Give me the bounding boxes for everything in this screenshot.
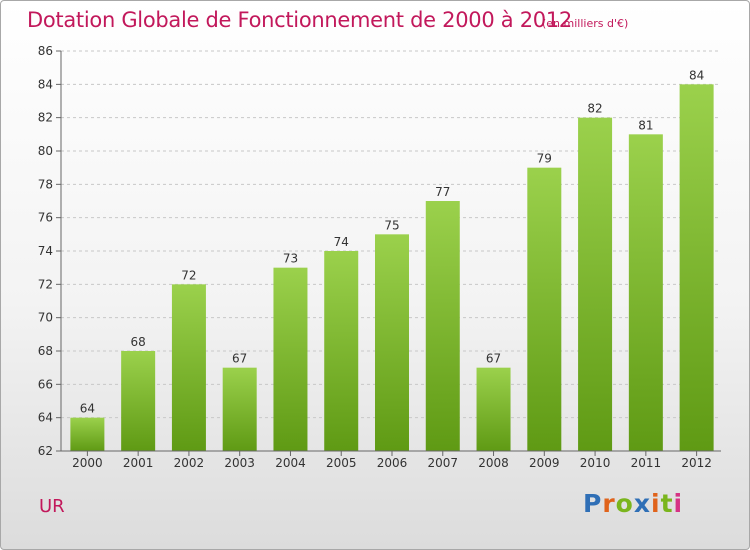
data-label: 67 bbox=[486, 352, 501, 366]
logo-letter: i bbox=[651, 489, 661, 518]
data-label: 77 bbox=[435, 185, 450, 199]
logo-letter: x bbox=[633, 489, 651, 518]
logo-letter: i bbox=[673, 489, 684, 518]
bar bbox=[171, 284, 206, 451]
x-tick-label: 2000 bbox=[72, 456, 103, 470]
x-tick-label: 2011 bbox=[631, 456, 662, 470]
data-label: 64 bbox=[80, 402, 95, 416]
bars bbox=[70, 84, 714, 452]
y-tick-label: 64 bbox=[38, 411, 53, 425]
data-label: 73 bbox=[283, 252, 298, 266]
bar bbox=[476, 367, 511, 451]
bar bbox=[578, 117, 613, 452]
chart-unit: (en milliers d'€) bbox=[542, 17, 629, 30]
x-tick-label: 2002 bbox=[174, 456, 205, 470]
logo-letter: P bbox=[583, 489, 603, 518]
x-tick-label: 2003 bbox=[224, 456, 255, 470]
bar bbox=[70, 417, 105, 451]
data-label: 74 bbox=[334, 235, 349, 249]
y-tick-label: 82 bbox=[38, 111, 53, 125]
bar bbox=[273, 267, 308, 451]
y-tick-label: 76 bbox=[38, 211, 53, 225]
logo-letter: t bbox=[660, 489, 674, 518]
y-tick-label: 84 bbox=[38, 77, 53, 91]
y-tick-label: 80 bbox=[38, 144, 53, 158]
y-tick-label: 62 bbox=[38, 444, 53, 458]
y-tick-label: 68 bbox=[38, 344, 53, 358]
x-tick-label: 2012 bbox=[681, 456, 712, 470]
x-tick-label: 2001 bbox=[123, 456, 154, 470]
bar bbox=[375, 234, 409, 451]
x-tick-label: 2004 bbox=[275, 456, 306, 470]
bar bbox=[527, 167, 562, 451]
x-tick-label: 2009 bbox=[529, 456, 560, 470]
data-label: 84 bbox=[689, 68, 704, 82]
y-tick-label: 74 bbox=[38, 244, 53, 258]
axes bbox=[56, 50, 721, 456]
x-tick-label: 2007 bbox=[427, 456, 458, 470]
commune-name: UR bbox=[39, 496, 65, 517]
data-label: 68 bbox=[131, 335, 146, 349]
logo-letter: r bbox=[602, 489, 616, 518]
data-label: 81 bbox=[638, 118, 653, 132]
labels: 62 64 66 68 70 72 74 76 78 80 82 84 86 64 2000 68 2001 72… bbox=[38, 44, 712, 470]
chart-title: Dotation Globale de Fonctionnement de 20… bbox=[27, 8, 572, 32]
bar bbox=[324, 251, 359, 451]
bar bbox=[425, 201, 460, 451]
x-tick-label: 2005 bbox=[326, 456, 357, 470]
logo-letter: o bbox=[615, 489, 634, 518]
data-label: 82 bbox=[587, 102, 602, 116]
bar bbox=[222, 367, 257, 451]
y-tick-label: 78 bbox=[38, 177, 53, 191]
y-tick-label: 72 bbox=[38, 277, 53, 291]
bar bbox=[121, 351, 156, 451]
data-label: 72 bbox=[181, 268, 196, 282]
data-label: 75 bbox=[384, 218, 399, 232]
y-tick-label: 70 bbox=[38, 311, 53, 325]
data-label: 67 bbox=[232, 352, 247, 366]
bar bbox=[628, 134, 663, 452]
proxiti-logo: Proxiti bbox=[583, 489, 683, 518]
x-tick-label: 2006 bbox=[377, 456, 408, 470]
y-tick-label: 86 bbox=[38, 44, 53, 58]
y-tick-label: 66 bbox=[38, 377, 53, 391]
bar bbox=[679, 84, 714, 451]
x-tick-label: 2010 bbox=[580, 456, 611, 470]
data-label: 79 bbox=[537, 152, 552, 166]
x-tick-label: 2008 bbox=[478, 456, 509, 470]
